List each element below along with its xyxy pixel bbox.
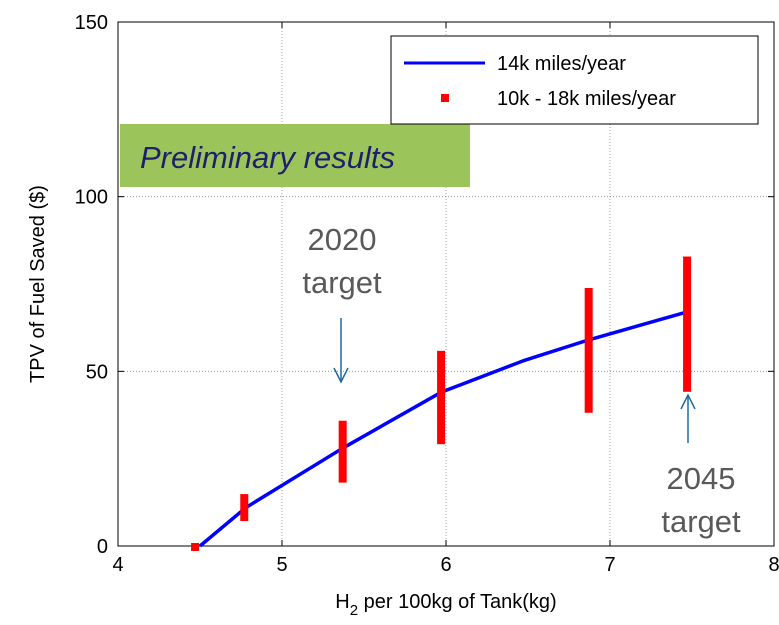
x-axis-label-rest: per 100kg of Tank(kg): [358, 591, 557, 613]
x-tick-label: 4: [112, 554, 123, 576]
arrow-2045-icon: [680, 393, 696, 443]
y-tick-label: 150: [75, 12, 108, 34]
y-tick-label: 100: [75, 187, 108, 209]
x-axis-label-sub: 2: [350, 602, 358, 619]
preliminary-box: [120, 124, 470, 187]
x-tick-label: 8: [768, 554, 779, 576]
y-axis-label: TPV of Fuel Saved ($): [27, 185, 49, 383]
ticks: 4 5 6 7 8 0 50 100 150: [75, 12, 779, 576]
y-tick-label: 50: [86, 361, 108, 383]
legend-label-range: 10k - 18k miles/year: [497, 88, 676, 110]
preliminary-label: Preliminary results: [140, 140, 395, 175]
x-axis-label-main: H: [335, 591, 349, 613]
x-axis-label: H2 per 100kg of Tank(kg): [335, 591, 556, 619]
arrow-2020-icon: [333, 318, 349, 384]
x-tick-label: 7: [604, 554, 615, 576]
legend: 14k miles/year 10k - 18k miles/year: [390, 35, 759, 125]
ranges: [191, 256, 692, 551]
range-bar: [437, 350, 446, 445]
legend-marker-swatch: [441, 94, 449, 102]
target-2020-label: target: [302, 265, 382, 300]
range-bar: [191, 543, 200, 551]
range-bar: [338, 420, 347, 483]
legend-box: [390, 35, 759, 125]
range-bar: [683, 256, 692, 392]
range-bar: [584, 287, 593, 413]
x-tick-label: 6: [440, 554, 451, 576]
legend-label-14k: 14k miles/year: [497, 53, 626, 75]
target-2045-year: 2045: [667, 461, 736, 496]
y-tick-label: 0: [97, 536, 108, 558]
x-tick-label: 5: [276, 554, 287, 576]
range-bar: [240, 494, 249, 522]
target-2045-label: target: [661, 504, 741, 539]
target-2020-year: 2020: [308, 222, 377, 257]
